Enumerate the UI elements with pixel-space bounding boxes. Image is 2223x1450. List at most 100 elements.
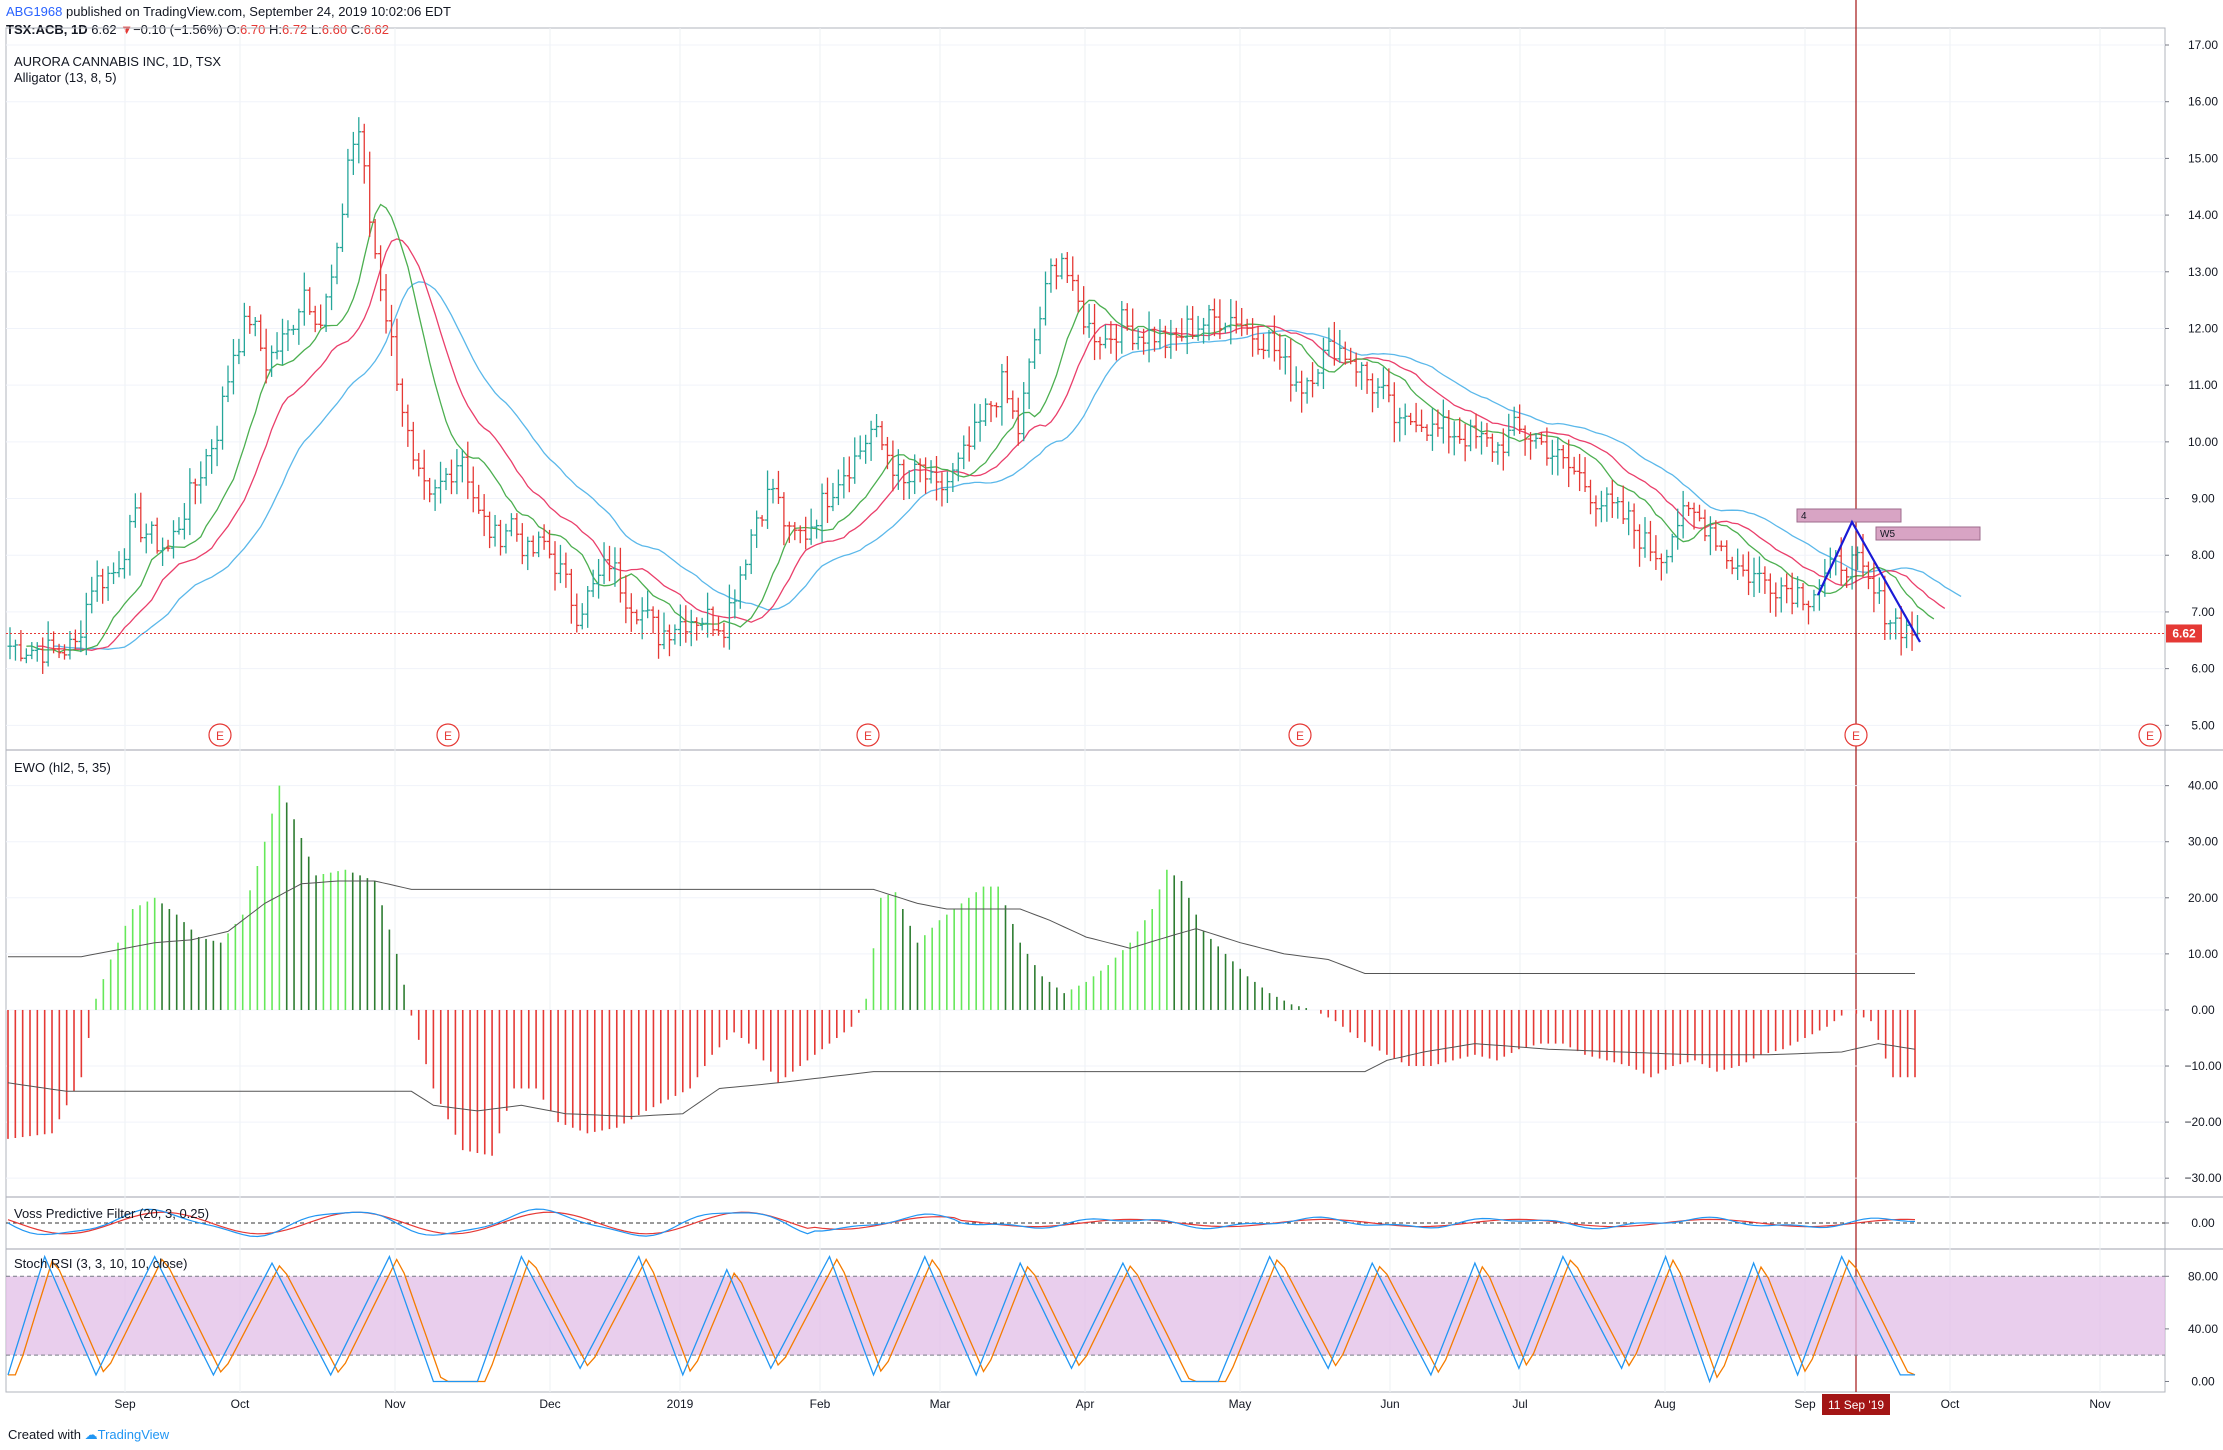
- voss-predict-line: [7, 1208, 1916, 1238]
- ohlc-bar: [187, 468, 193, 536]
- ewo-tick-label: 20.00: [2188, 891, 2218, 905]
- alligator-legend[interactable]: Alligator (13, 8, 5): [14, 70, 117, 85]
- ohlc-bar: [721, 622, 727, 648]
- ohlc-bar: [230, 339, 236, 395]
- chart-area[interactable]: Sep Oct Nov Dec 2019 Feb Mar Apr May Jun Jul Aug Sep…: [0, 0, 2223, 1415]
- ewo-tick-label: 0.00: [2191, 1003, 2215, 1017]
- ohlc-bar: [1299, 370, 1305, 413]
- ohlc-bar: [1697, 504, 1702, 522]
- ohlc-bar: [1816, 579, 1822, 611]
- ohlc-bar: [1468, 419, 1474, 452]
- ohlc-bar: [1364, 361, 1370, 394]
- voss-legend[interactable]: Voss Predictive Filter (20, 3, 0.25): [14, 1206, 210, 1221]
- main-title: AURORA CANNABIS INC, 1D, TSX: [14, 54, 222, 69]
- ohlc-bar: [1081, 286, 1087, 335]
- ohlc-bar: [1222, 322, 1228, 334]
- ohlc-bar: [1108, 321, 1114, 354]
- ohlc-bar: [1102, 324, 1108, 349]
- ohlc-bar: [890, 440, 896, 492]
- ohlc-bar: [874, 414, 880, 438]
- ohlc-bar: [127, 514, 133, 576]
- ohlc-bar: [846, 456, 852, 493]
- ohlc-bar: [372, 219, 378, 259]
- ohlc-bar: [1658, 553, 1664, 581]
- ohlc-bar: [1735, 548, 1741, 581]
- ohlc-bar: [1293, 366, 1299, 392]
- crosshair-date-label: 11 Sep '19: [1828, 1398, 1884, 1412]
- ohlc-bar: [1271, 315, 1277, 362]
- ohlc-bar: [410, 421, 416, 470]
- ohlc-bar: [841, 457, 847, 499]
- wave-5-label: W5: [1880, 529, 1895, 540]
- ohlc-bar: [661, 612, 667, 650]
- x-tick-label: Jun: [1380, 1397, 1399, 1411]
- ohlc-bar: [1446, 410, 1452, 454]
- ohlc-bar: [1386, 368, 1392, 403]
- tradingview-brand[interactable]: TradingView: [97, 1427, 170, 1442]
- x-tick-label: Jul: [1512, 1397, 1527, 1411]
- ohlc-bar: [138, 492, 144, 543]
- ohlc-bar: [901, 459, 907, 501]
- ohlc-bar: [1402, 403, 1408, 436]
- ohlc-bar: [312, 305, 318, 333]
- ohlc-bar: [955, 452, 961, 482]
- ohlc-bar: [329, 264, 335, 311]
- ohlc-bar: [1173, 327, 1179, 351]
- ohlc-bar: [1162, 325, 1168, 359]
- ohlc-bar: [492, 514, 498, 547]
- ohlc-bar: [345, 148, 351, 218]
- ohlc-bar: [1310, 362, 1316, 398]
- ohlc-bar: [280, 318, 285, 365]
- ohlc-bar: [72, 629, 78, 650]
- ohlc-bar: [541, 524, 547, 550]
- ohlc-bar: [481, 494, 487, 537]
- ohlc-bar: [1146, 311, 1152, 363]
- price-tick-label: 15.00: [2188, 151, 2218, 165]
- ohlc-bar: [557, 544, 563, 584]
- ohlc-bar: [121, 548, 127, 579]
- publish-text: published on TradingView.com, September …: [62, 4, 451, 19]
- ohlc-bar: [1506, 413, 1512, 457]
- ohlc-bar: [323, 293, 329, 332]
- ohlc-bar: [1413, 402, 1419, 433]
- ohlc-bar: [214, 425, 220, 467]
- ohlc-bar: [1391, 382, 1397, 443]
- ohlc-bar: [748, 529, 754, 575]
- stoch-rsi-legend[interactable]: Stoch RSI (3, 3, 10, 10, close): [14, 1256, 188, 1271]
- ewo-tick-label: 10.00: [2188, 947, 2218, 961]
- ohlc-bar: [917, 458, 923, 483]
- down-arrow-icon: ▼: [120, 22, 134, 37]
- ohlc-bar: [1004, 356, 1010, 404]
- ohlc-bar: [906, 470, 912, 500]
- ohlc-bar: [590, 569, 596, 598]
- ohlc-bar: [1141, 328, 1147, 355]
- ohlc-bar: [726, 584, 732, 650]
- ohlc-bar: [203, 448, 209, 486]
- ohlc-bar: [12, 639, 18, 661]
- ohlc-bar: [1549, 439, 1555, 475]
- ohlc-bar: [1348, 347, 1354, 365]
- ohlc-bar: [1184, 305, 1190, 355]
- ohlc-bar: [1898, 605, 1904, 656]
- ohlc-bar: [1064, 252, 1070, 284]
- ohlc-bar: [972, 403, 978, 450]
- ohlc-bar: [677, 604, 683, 647]
- earnings-marker-icon: [1288, 723, 1312, 747]
- tradingview-logo-icon[interactable]: ☁: [84, 1427, 98, 1442]
- ohlc-bar: [508, 513, 514, 537]
- ohlc-bar: [1691, 502, 1697, 530]
- ohlc-bar: [448, 459, 454, 495]
- ohlc-bar: [1653, 535, 1659, 570]
- ohlc-bar: [650, 606, 656, 634]
- ewo-legend[interactable]: EWO (hl2, 5, 35): [14, 760, 111, 775]
- price-tick-label: 16.00: [2188, 95, 2218, 109]
- ohlc-bar: [143, 523, 149, 554]
- ohlc-bar: [1179, 318, 1185, 342]
- ewo-tick-label: 30.00: [2188, 835, 2218, 849]
- author-link[interactable]: ABG1968: [6, 4, 63, 19]
- ohlc-bar: [601, 542, 607, 585]
- x-tick-label: Oct: [231, 1397, 250, 1411]
- ohlc-bar: [40, 637, 46, 674]
- ohlc-bar: [1680, 490, 1686, 539]
- ohlc-bar: [754, 510, 760, 548]
